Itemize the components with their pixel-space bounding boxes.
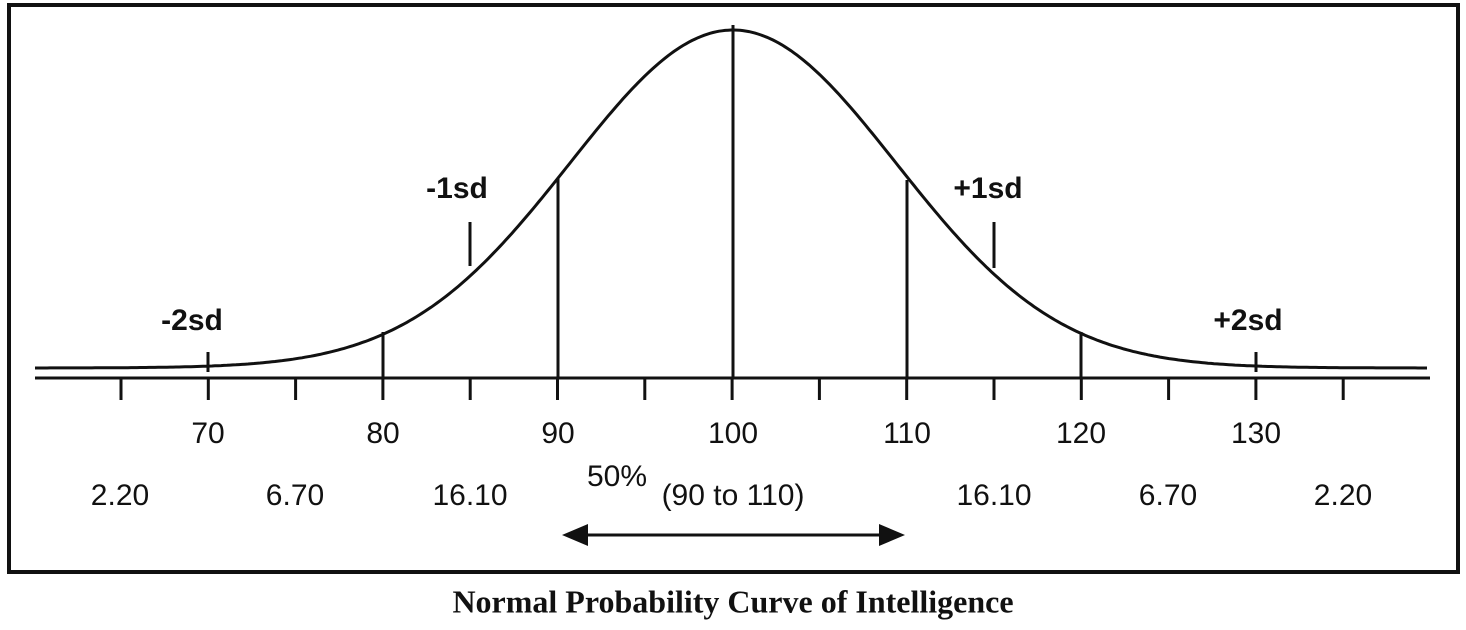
score-label: 120 (1056, 417, 1106, 450)
percentage-label: 2.20 (91, 479, 149, 512)
middle-range: (90 to 110) (662, 479, 805, 512)
middle-percent: 50% (587, 460, 647, 493)
sd-label: +2sd (1213, 304, 1282, 337)
score-label: 100 (708, 417, 758, 450)
score-label: 130 (1231, 417, 1281, 450)
percentage-label: 2.20 (1314, 479, 1372, 512)
score-label: 70 (191, 417, 224, 450)
percentage-label: 16.10 (432, 479, 507, 512)
score-label: 110 (883, 417, 931, 450)
sd-label: -1sd (426, 172, 488, 205)
sd-label: -2sd (161, 304, 223, 337)
sd-label: +1sd (953, 172, 1022, 205)
score-label: 80 (366, 417, 399, 450)
percentage-label: 16.10 (956, 479, 1031, 512)
score-label: 90 (541, 417, 574, 450)
percentage-label: 6.70 (266, 479, 324, 512)
frame (7, 3, 1460, 574)
percentage-label: 6.70 (1139, 479, 1197, 512)
axis-ticks (119, 378, 1345, 400)
title: Normal Probability Curve of Intelligence (452, 583, 1013, 619)
normal-curve (35, 28, 1427, 370)
